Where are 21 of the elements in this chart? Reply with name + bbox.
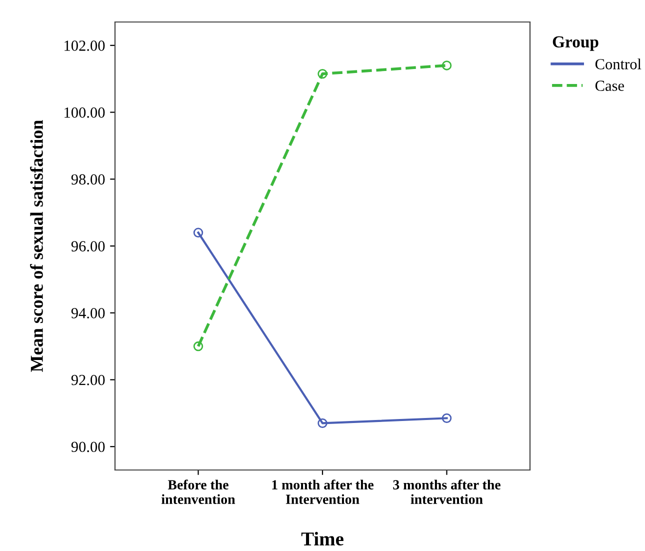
y-tick-label: 98.00 — [71, 174, 105, 185]
point — [193, 341, 204, 352]
x-tick-label: Before the intenvention — [162, 480, 236, 504]
x-tick-label: 3 months after the intervention — [393, 480, 500, 504]
point — [442, 413, 452, 424]
point — [442, 60, 452, 70]
y-axis-title: Mean score of sexual satisfaction — [30, 120, 43, 372]
y-tick-label: 94.00 — [71, 308, 105, 318]
x-axis-title: Time — [301, 532, 344, 546]
legend-label: Control — [595, 58, 642, 70]
y-tick-label: 100.00 — [64, 107, 105, 118]
point — [193, 228, 204, 238]
point — [318, 418, 328, 428]
y-tick-label: 96.00 — [71, 241, 105, 252]
x-tick-label: 1 month after the Intervention — [272, 480, 374, 504]
y-tick-label: 90.00 — [71, 442, 105, 452]
y-tick-label: 92.00 — [71, 374, 105, 386]
y-tick-label: 102.00 — [64, 40, 105, 51]
legend-title: Group — [552, 36, 598, 51]
legend-label: Case — [595, 80, 624, 91]
point — [318, 68, 328, 79]
